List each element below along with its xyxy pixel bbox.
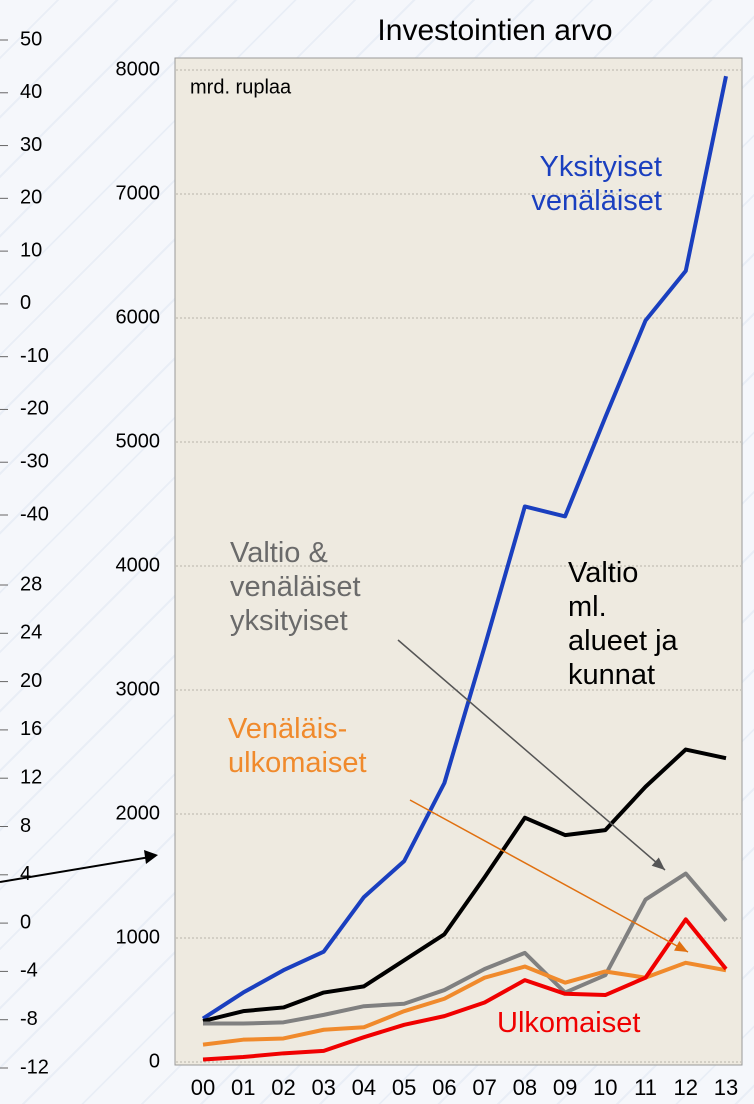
y-tick-label: 5000 xyxy=(116,430,161,452)
y-tick-label: 30 xyxy=(20,134,42,156)
y-tick-label: 28 xyxy=(20,573,42,595)
y-tick-label: 50 xyxy=(20,28,42,50)
x-tick-label: 11 xyxy=(634,1075,657,1100)
x-tick-label: 08 xyxy=(513,1075,537,1100)
y-tick-label: 3000 xyxy=(116,678,161,700)
x-tick-label: 04 xyxy=(352,1075,376,1100)
y-tick-label: 7000 xyxy=(116,182,161,204)
y-tick-label: 8000 xyxy=(116,58,161,80)
y-tick-label: -8 xyxy=(20,1008,38,1030)
y-tick-label: 40 xyxy=(20,81,42,103)
y-tick-label: 8 xyxy=(20,815,31,837)
series-label: Valtio & venäläiset yksityiset xyxy=(230,537,361,637)
arrow-head xyxy=(144,850,158,864)
y-tick-label: 16 xyxy=(20,718,42,740)
x-tick-label: 01 xyxy=(231,1075,255,1100)
arrow-head xyxy=(674,941,688,952)
y-tick-label: -10 xyxy=(20,345,49,367)
x-tick-label: 02 xyxy=(271,1075,295,1100)
y-tick-label: 4000 xyxy=(116,554,161,576)
y-tick-label: 12 xyxy=(20,766,42,788)
x-tick-label: 05 xyxy=(392,1075,416,1100)
series-line xyxy=(202,747,727,1024)
y-tick-label: 4 xyxy=(20,863,31,885)
y-tick-label: 2000 xyxy=(116,802,161,824)
y-tick-label: -40 xyxy=(20,503,49,525)
unit-label: mrd. ruplaa xyxy=(190,76,292,98)
x-tick-label: 03 xyxy=(311,1075,335,1100)
y-tick-label: 0 xyxy=(20,292,31,314)
x-tick-label: 12 xyxy=(674,1075,698,1100)
y-tick-label: 0 xyxy=(149,1050,160,1072)
series-line xyxy=(202,960,727,1047)
arrow xyxy=(0,856,151,883)
x-tick-label: 13 xyxy=(714,1075,738,1100)
y-tick-label: -12 xyxy=(20,1056,49,1078)
y-tick-label: 20 xyxy=(20,187,42,209)
arrow xyxy=(409,799,689,953)
y-tick-label: 10 xyxy=(20,239,42,261)
chart-title: Investointien arvo xyxy=(377,14,612,47)
series-line xyxy=(203,871,728,1026)
y-tick-label: -30 xyxy=(20,451,49,473)
arrow-head xyxy=(651,857,665,870)
y-tick-label: -4 xyxy=(20,960,38,982)
series-line xyxy=(202,917,728,1062)
x-tick-label: 07 xyxy=(472,1075,496,1100)
series-label: Valtio ml. alueet ja kunnat xyxy=(568,557,678,691)
series-label: Ulkomaiset xyxy=(497,1007,641,1039)
y-tick-label: 1000 xyxy=(116,926,161,948)
y-tick-label: -20 xyxy=(20,398,49,420)
y-tick-label: 24 xyxy=(20,622,42,644)
x-tick-label: 10 xyxy=(593,1075,617,1100)
x-tick-label: 00 xyxy=(191,1075,215,1100)
series-line xyxy=(201,75,728,1021)
y-tick-label: 6000 xyxy=(116,306,161,328)
y-tick-label: 20 xyxy=(20,670,42,692)
x-tick-label: 06 xyxy=(432,1075,456,1100)
y-tick-label: 0 xyxy=(20,911,31,933)
series-label: Yksityiset venäläiset xyxy=(531,151,662,217)
arrow xyxy=(397,639,666,871)
x-tick-label: 09 xyxy=(553,1075,577,1100)
series-label: Venäläis-ulkomaiset xyxy=(228,713,367,779)
